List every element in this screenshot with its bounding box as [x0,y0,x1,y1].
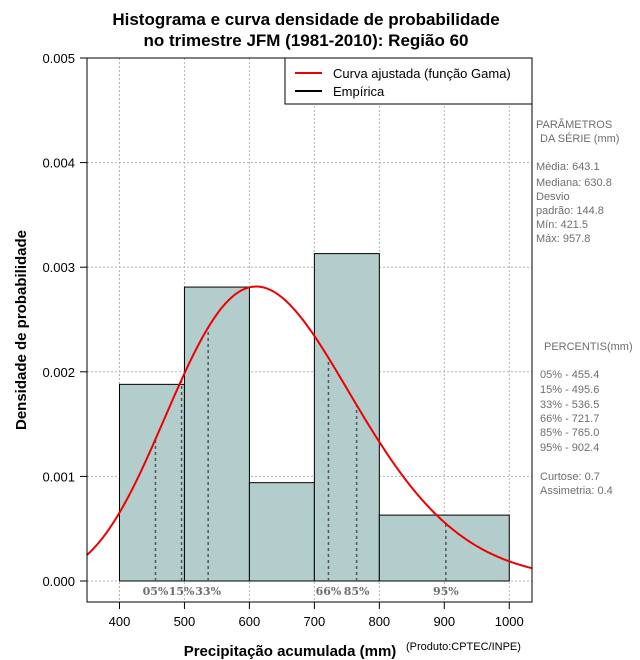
params-desvio-2: padrão: 144.8 [536,205,604,217]
y-tick-label: 0.005 [42,51,75,66]
gamma-fit-curve [86,285,533,570]
histogram-bar [378,514,510,582]
credit-label: (Produto:CPTEC/INPE) [406,641,521,653]
x-tick-label: 900 [433,614,455,629]
series-params-panel: PARÂMETROS DA SÉRIE (mm) Média: 643.1 Me… [536,118,619,245]
x-tick-label: 1000 [495,614,524,629]
percentis-row: 05% - 455.4 [540,369,599,381]
x-tick-label: 700 [304,614,326,629]
y-axis-label: Densidade de probabilidade [13,230,30,430]
params-min: Mín: 421.5 [536,219,588,231]
bars-layer [118,253,510,582]
legend-label-empirica: Empírica [333,84,385,99]
legend-box [284,57,533,105]
x-tick-label: 600 [239,614,261,629]
percentis-row: 33% - 536.5 [540,399,599,411]
y-tick-label: 0.003 [42,260,75,275]
params-media: Média: 643.1 [536,161,600,173]
chart-title-line-1: Histograma e curva densidade de probabil… [112,10,499,29]
percentile-label: 33% [195,585,221,598]
x-tick-label: 400 [109,614,131,629]
histogram-bar [313,253,380,582]
percentis-row: 85% - 765.0 [540,427,599,439]
chart-title-line-2: no trimestre JFM (1981-2010): Região 60 [143,31,468,50]
percentis-row: 66% - 721.7 [540,413,599,425]
legend-label-curve: Curva ajustada (função Gama) [333,66,511,81]
x-tick-label: 800 [368,614,390,629]
curve-layer [86,285,533,570]
assimetria-value: Assimetria: 0.4 [540,485,613,497]
percentile-label: 15% [169,585,195,598]
y-tick-label: 0.004 [42,156,75,171]
axes-layer: 400 500 600 700 800 900 1000 0.000 0.001 0.002 0.0… [42,51,523,629]
percentis-header: PERCENTIS(mm) [544,341,633,353]
params-mediana: Mediana: 630.8 [536,177,612,189]
params-header-2: DA SÉRIE (mm) [540,132,619,145]
percentile-label: 05% [143,585,169,598]
percentis-row: 15% - 495.6 [540,384,599,396]
params-max: Máx: 957.8 [536,233,590,245]
percentile-label: 95% [433,585,459,598]
legend: Curva ajustada (função Gama) Empírica [284,57,533,105]
percentile-label: 85% [344,585,370,598]
x-axis-label: Precipitação acumulada (mm) [184,643,397,660]
percentis-panel: PERCENTIS(mm) 05% - 455.4 15% - 495.6 33… [540,341,633,497]
curtose-value: Curtose: 0.7 [540,471,600,483]
y-tick-label: 0.001 [42,469,75,484]
histogram-bar [183,286,250,582]
params-header-1: PARÂMETROS [536,118,612,131]
percentile-lines-layer: 05% 15% 33% 66% 85% 95% [143,327,459,598]
y-tick-label: 0.002 [42,365,75,380]
histogram-bar [118,383,185,582]
y-tick-label: 0.000 [42,574,75,589]
percentis-row: 95% - 902.4 [540,442,599,454]
x-tick-label: 500 [174,614,196,629]
params-desvio-1: Desvio [536,191,570,203]
histogram-bar [248,482,315,582]
percentile-label: 66% [316,585,342,598]
